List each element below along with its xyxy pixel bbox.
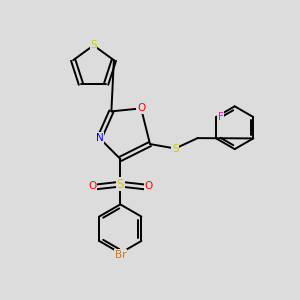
Text: S: S xyxy=(172,143,178,154)
Text: Br: Br xyxy=(115,250,126,260)
Text: O: O xyxy=(144,181,153,191)
Text: S: S xyxy=(90,40,97,50)
Text: O: O xyxy=(137,103,145,113)
Text: O: O xyxy=(88,181,96,191)
Text: S: S xyxy=(117,178,124,191)
Text: N: N xyxy=(96,133,103,143)
Text: F: F xyxy=(218,112,224,122)
